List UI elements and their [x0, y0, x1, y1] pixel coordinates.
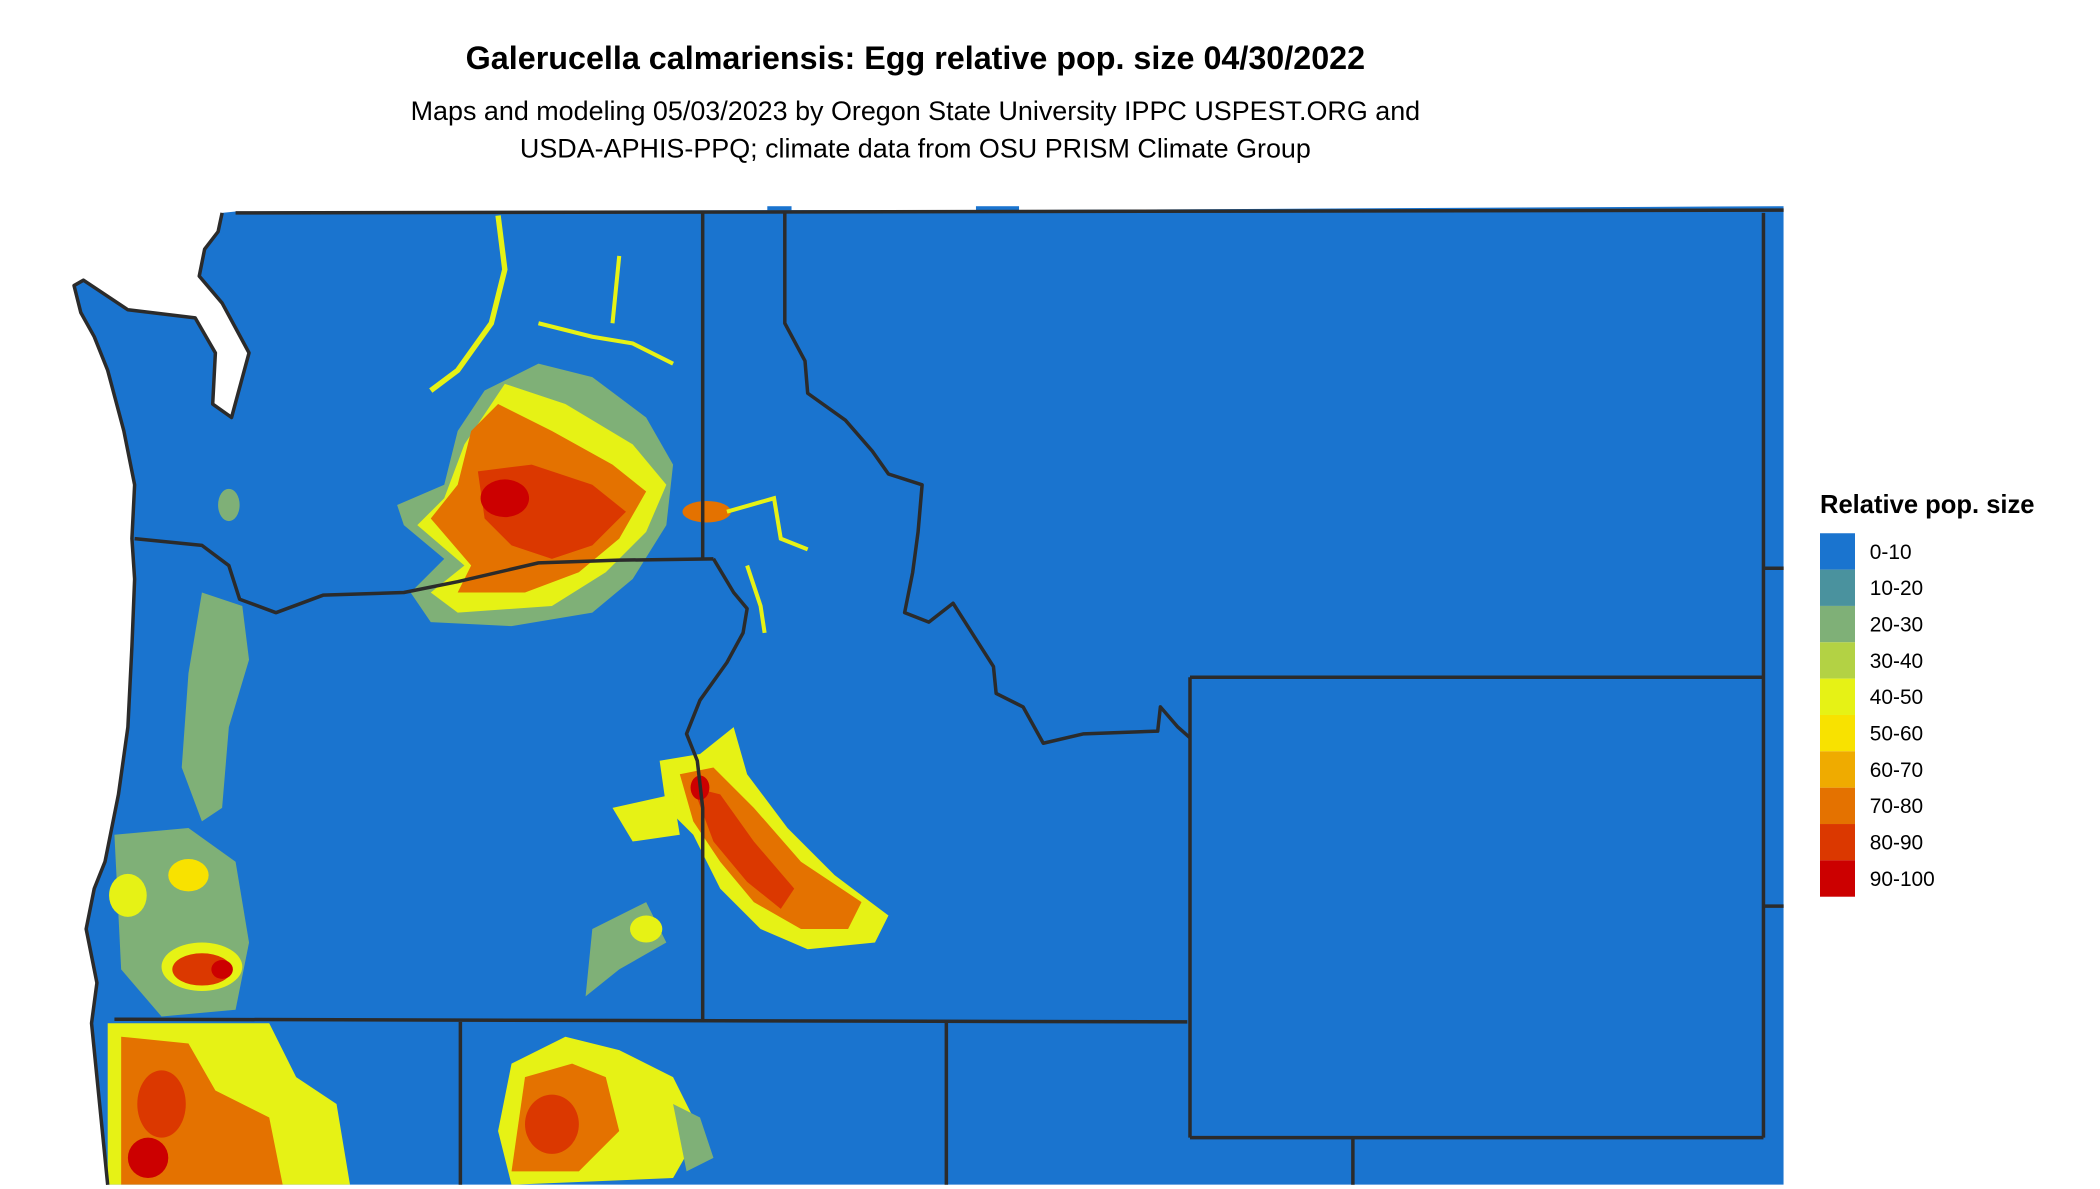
legend-label: 60-70 — [1870, 759, 1923, 782]
population-zone — [630, 915, 663, 943]
map-panel — [72, 206, 1784, 1185]
legend: Relative pop. size 0-10 10-20 20-30 30-40 40… — [1820, 491, 2035, 897]
legend-swatch — [1820, 751, 1855, 788]
population-zone — [127, 1137, 169, 1179]
legend-swatch — [1820, 605, 1855, 643]
map-title: Galerucella calmariensis: Egg relative p… — [466, 40, 1365, 76]
state-borders — [72, 208, 1784, 1185]
population-zone — [168, 859, 209, 892]
legend-label: 50-60 — [1870, 723, 1923, 746]
coastline — [72, 212, 251, 1185]
population-zone — [109, 873, 147, 917]
legend-label: 0-10 — [1870, 541, 1912, 564]
legend-swatch — [1820, 569, 1855, 606]
population-zone — [480, 479, 530, 518]
border-wa-or — [134, 536, 714, 615]
population-zone — [610, 255, 622, 324]
population-zone — [429, 215, 508, 393]
legend-swatch — [1820, 824, 1855, 861]
legend-label: 90-100 — [1870, 868, 1935, 891]
population-zone — [726, 495, 809, 552]
legend-swatch — [1820, 860, 1855, 897]
border-or-id — [684, 557, 749, 1020]
legend-label: 70-80 — [1870, 795, 1923, 818]
legend-swatch — [1820, 642, 1855, 679]
border-canada — [235, 208, 1784, 215]
legend-title: Relative pop. size — [1820, 491, 2035, 519]
map-subtitle-line-1: Maps and modeling 05/03/2023 by Oregon S… — [411, 96, 1421, 126]
population-zone — [211, 959, 233, 979]
population-zone — [682, 500, 731, 523]
legend-label: 20-30 — [1870, 614, 1923, 637]
population-zone — [525, 1094, 579, 1154]
legend-label: 80-90 — [1870, 832, 1923, 855]
legend-swatch — [1820, 533, 1855, 570]
legend-swatch — [1820, 678, 1855, 715]
population-zone — [537, 321, 674, 366]
border-or-south — [114, 1017, 1188, 1024]
legend-label: 40-50 — [1870, 686, 1923, 709]
border-id-mt — [783, 212, 1192, 745]
population-zone — [673, 1104, 714, 1172]
population-zone — [693, 787, 795, 909]
population-zone — [745, 564, 767, 634]
legend-label: 30-40 — [1870, 650, 1923, 673]
population-zone — [181, 592, 250, 822]
population-zone — [137, 1070, 186, 1138]
legend-swatch — [1820, 787, 1855, 825]
legend-label: 10-20 — [1870, 577, 1923, 600]
legend-swatch — [1820, 714, 1855, 752]
population-zone — [612, 794, 680, 842]
map-subtitle-line-2: USDA-APHIS-PPQ; climate data from OSU PR… — [520, 134, 1311, 164]
population-zone — [218, 488, 240, 522]
